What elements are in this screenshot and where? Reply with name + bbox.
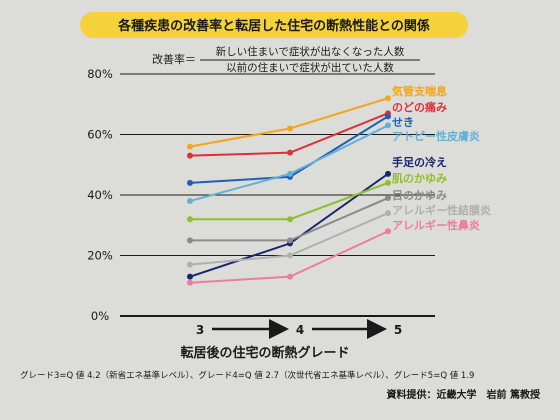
- data-point: [187, 279, 193, 286]
- data-point: [287, 125, 293, 132]
- data-point: [187, 273, 193, 280]
- chart-title: 各種疾患の改善率と転居した住宅の断熱性能との関係: [117, 18, 430, 34]
- x-axis-label: 転居後の住宅の断熱グレード: [180, 345, 349, 361]
- data-point: [287, 273, 293, 280]
- data-point: [187, 216, 193, 223]
- data-point: [385, 195, 391, 202]
- series-label: アトピー性皮膚炎: [392, 129, 480, 143]
- data-point: [385, 122, 391, 129]
- source-credit: 資料提供：近畿大学 岩前 篤教授: [387, 388, 541, 401]
- x-tick-label: 4: [296, 323, 304, 337]
- title-banner: [80, 12, 468, 38]
- series-label: 目のかゆみ: [392, 189, 447, 202]
- data-point: [287, 216, 293, 223]
- series-line: [189, 124, 389, 203]
- data-point: [187, 179, 193, 186]
- x-axis: 3 4 5: [196, 319, 402, 339]
- y-tick-labels: 0% 20% 40% 60% 80%: [87, 67, 113, 323]
- data-point: [187, 237, 193, 244]
- series-label: 手足の冷え: [392, 155, 447, 169]
- x-tick-label: 3: [196, 323, 204, 337]
- data-point: [287, 149, 293, 156]
- data-point: [385, 228, 391, 235]
- y-tick-label: 40%: [87, 188, 113, 202]
- formula-numerator: 新しい住まいで症状が出なくなった人数: [216, 45, 405, 58]
- series-label: のどの痛み: [392, 100, 447, 114]
- formula-denominator: 以前の住まいで症状が出ていた人数: [226, 61, 394, 74]
- series-label: せき: [392, 116, 414, 129]
- data-point: [385, 170, 391, 177]
- data-point: [287, 237, 293, 244]
- series-lines: 気管支喘息のどの痛みせきアトピー性皮膚炎手足の冷え肌のかゆみ目のかゆみアレルギー…: [187, 84, 491, 286]
- data-point: [187, 198, 193, 205]
- data-point: [385, 179, 391, 186]
- series-label: 肌のかゆみ: [391, 171, 447, 185]
- series-line: [190, 181, 389, 221]
- data-point: [187, 261, 193, 268]
- x-tick-label: 5: [394, 323, 402, 337]
- data-point: [385, 95, 391, 102]
- y-tick-label: 0%: [91, 309, 109, 323]
- data-point: [287, 252, 293, 259]
- y-tick-label: 20%: [87, 249, 113, 263]
- data-point: [385, 210, 391, 217]
- y-tick-label: 60%: [87, 128, 113, 142]
- formula-label: 改善率＝: [152, 52, 196, 66]
- series-label: アレルギー性鼻炎: [392, 218, 480, 232]
- data-point: [187, 152, 193, 159]
- series-label: アレルギー性結膜炎: [392, 203, 491, 217]
- data-point: [385, 113, 391, 120]
- grid-lines: [120, 73, 435, 317]
- series-label: 気管支喘息: [392, 84, 447, 98]
- data-point: [187, 143, 193, 150]
- data-point: [287, 170, 293, 177]
- footnote: グレード3=Q 値 4.2（新省エネ基準レベル）、グレード4=Q 値 2.7（次…: [20, 370, 474, 381]
- y-tick-label: 80%: [87, 67, 113, 81]
